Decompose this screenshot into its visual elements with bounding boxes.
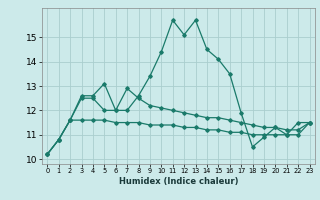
X-axis label: Humidex (Indice chaleur): Humidex (Indice chaleur) [119, 177, 238, 186]
